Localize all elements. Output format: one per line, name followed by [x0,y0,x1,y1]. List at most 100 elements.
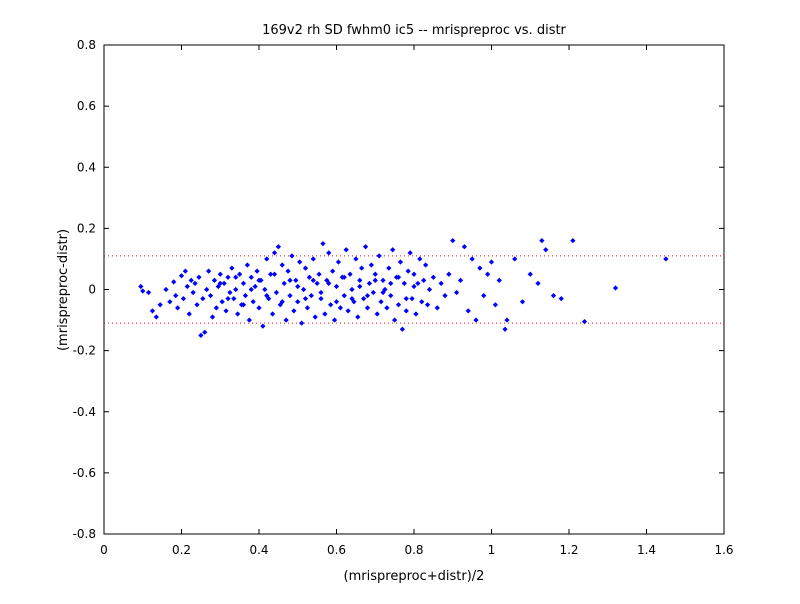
plot-area: 0 0.2 0.4 0.6 0.8 1 1.2 1.4 1.6 -0.8 -0.6 -0.4 -0.2 0… [73,38,734,557]
x-tick-label: 1.4 [637,543,656,557]
data-point [357,277,363,283]
y-tick-label: 0 [88,283,96,297]
data-point [663,256,669,262]
data-point [275,244,281,250]
data-point [268,271,274,277]
data-point [200,296,206,302]
x-tick-label: 1.2 [559,543,578,557]
data-point [285,268,291,274]
data-point [237,271,243,277]
data-point [316,271,322,277]
data-point [310,256,316,262]
data-point [318,296,324,302]
data-point [217,280,223,287]
data-point [397,259,404,265]
data-point [221,280,227,287]
data-point [291,308,297,314]
data-point [421,277,427,283]
data-point [378,299,384,305]
data-point [240,280,247,287]
data-point [434,305,440,311]
data-point [173,292,179,299]
data-point [163,286,169,293]
data-point [504,317,510,323]
data-point [419,299,425,305]
x-tick-label: 0.8 [404,543,423,557]
y-tick-label: 0.8 [77,38,96,52]
data-point [423,262,429,268]
data-point [374,311,380,317]
data-point [351,299,357,305]
data-point [324,277,330,283]
data-point [485,271,491,277]
data-point [225,274,231,280]
data-point [211,277,218,283]
data-point [310,277,316,283]
data-point [184,283,190,290]
data-point [266,296,272,302]
data-point [260,323,266,329]
data-point [299,320,305,326]
data-point [190,289,196,296]
data-point [213,305,219,311]
data-point [343,247,349,253]
data-point [206,268,212,274]
data-point [426,286,433,293]
data-point [175,305,181,311]
x-axis-label: (mrispreproc+distr)/2 [344,569,485,584]
data-point [254,268,260,274]
data-point [392,317,398,323]
data-point [262,286,268,293]
x-tick-label: 0.6 [327,543,346,557]
data-point [287,277,293,283]
data-point [370,289,376,296]
x-tick-label: 0.2 [172,543,191,557]
data-point [519,299,526,305]
data-point [293,277,299,283]
data-point [382,286,388,293]
data-point [297,259,303,265]
data-point [399,326,405,332]
data-point [430,274,436,280]
data-point [171,279,177,285]
data-point [289,253,295,259]
y-tick-label: 0.4 [77,160,96,174]
data-point [227,289,233,296]
data-point [242,292,249,299]
data-point [403,308,409,314]
x-tick-label: 1 [488,543,496,557]
data-point [281,280,287,287]
data-point [322,311,328,317]
data-point [341,274,347,280]
data-point [240,302,247,308]
data-point [153,314,159,320]
data-point [411,283,417,290]
data-point [326,280,332,287]
data-point [217,271,223,277]
x-tick-label: 1.6 [714,543,733,557]
y-axis-label: (mrispreproc-distr) [56,229,71,351]
data-point [473,317,479,323]
data-point [223,308,229,314]
data-point [403,296,409,302]
data-point [271,250,278,256]
data-point [279,262,285,268]
data-point [320,241,326,247]
data-point [558,296,564,302]
data-point [331,317,338,323]
data-point [407,250,413,256]
data-point [405,268,411,274]
data-point [384,305,390,311]
data-point [492,302,498,308]
y-tick-label: -0.2 [73,344,96,358]
data-point [279,299,285,305]
data-point [235,311,241,317]
data-point [246,317,252,323]
axes-box [103,44,725,535]
data-point [186,311,192,317]
data-point [364,292,371,299]
data-point [465,308,471,314]
data-point [198,332,204,338]
data-point [264,292,270,299]
